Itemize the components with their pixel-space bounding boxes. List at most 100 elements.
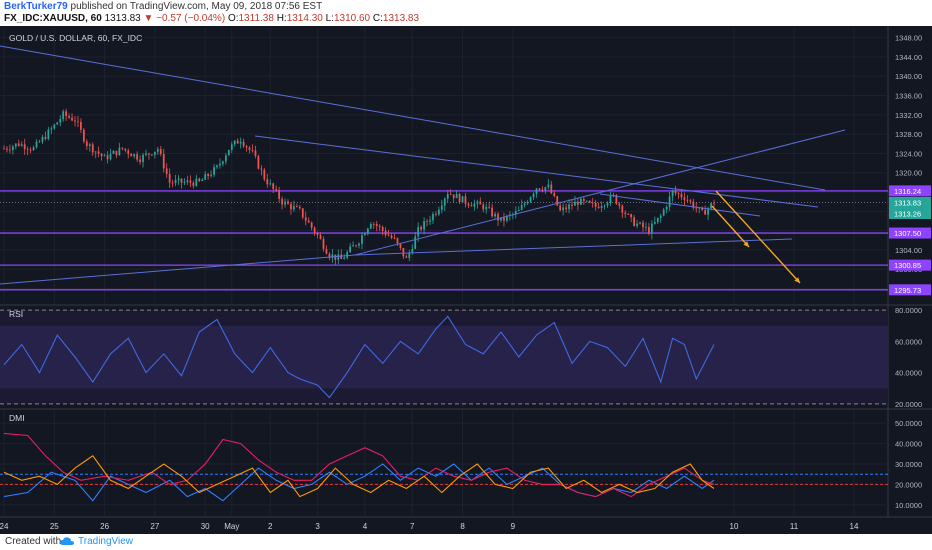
candle-body — [630, 214, 633, 218]
dmi-tick-label: 10.0000 — [895, 501, 922, 510]
candle-body — [517, 209, 520, 212]
candle-body — [414, 236, 417, 249]
candle-body — [500, 217, 502, 221]
candle-body — [633, 217, 636, 226]
x-tick-label: 30 — [201, 522, 210, 531]
tradingview-logo-icon — [60, 537, 74, 545]
y-tick-label: 1344.00 — [895, 53, 922, 62]
x-tick-label: May — [224, 522, 239, 531]
candle-body — [485, 206, 488, 210]
candle-body — [266, 179, 269, 185]
candle-body — [636, 223, 638, 226]
candle-body — [627, 214, 630, 215]
candle-body — [532, 193, 535, 198]
candle-body — [568, 204, 570, 210]
candle-body — [151, 154, 153, 156]
candle-body — [91, 144, 94, 153]
candle-body — [201, 179, 204, 182]
high-value: 1314.30 — [286, 13, 323, 24]
candle-body — [689, 200, 692, 202]
candle-body — [301, 208, 304, 218]
chart-title: GOLD / U.S. DOLLAR, 60, FX_IDC — [9, 33, 142, 43]
candle-body — [198, 178, 201, 182]
candle-body — [328, 253, 331, 258]
close-label: C: — [372, 13, 383, 24]
candle-body — [582, 198, 585, 202]
candle-body — [254, 150, 257, 157]
candle-body — [671, 190, 674, 197]
price-label: 1313.26 — [894, 210, 921, 219]
candle-body — [298, 206, 301, 209]
candle-body — [97, 151, 100, 154]
candle-body — [381, 226, 384, 231]
chart-area[interactable]: 2425262730May2347891011141296.001300.001… — [0, 26, 932, 534]
candle-body — [313, 227, 316, 233]
candle-body — [346, 252, 349, 258]
price-label: 1307.50 — [894, 229, 921, 238]
candle-body — [615, 194, 618, 204]
candle-body — [553, 193, 556, 197]
candle-body — [47, 129, 50, 139]
candle-body — [207, 174, 210, 177]
candle-body — [432, 213, 434, 221]
candle-body — [488, 206, 491, 208]
candle-body — [295, 206, 298, 207]
candle-body — [248, 147, 251, 150]
candle-body — [20, 144, 23, 146]
candle-body — [192, 182, 195, 186]
candle-body — [139, 159, 141, 163]
candle-body — [707, 208, 709, 215]
candle-body — [115, 150, 118, 156]
candle-body — [106, 155, 109, 160]
candle-body — [423, 221, 425, 230]
candle-body — [396, 238, 399, 244]
candle-body — [692, 201, 695, 208]
candle-body — [358, 243, 360, 246]
rsi-tick-label: 80.0000 — [895, 306, 922, 315]
candle-body — [168, 173, 171, 183]
candle-body — [322, 239, 325, 249]
candle-body — [402, 247, 405, 257]
author-link[interactable]: BerkTurker79 — [4, 1, 68, 12]
candle-body — [103, 155, 106, 157]
trendline — [0, 254, 356, 285]
candle-body — [594, 203, 597, 207]
candle-body — [156, 149, 159, 152]
publish-line: BerkTurker79 published on TradingView.co… — [4, 1, 322, 13]
candle-body — [272, 183, 275, 189]
candle-body — [562, 207, 565, 211]
candle-body — [216, 165, 218, 168]
y-tick-label: 1320.00 — [895, 169, 922, 178]
high-label: H: — [276, 13, 287, 24]
candle-body — [680, 193, 683, 198]
price-scale — [888, 26, 932, 534]
tradingview-brand[interactable]: TradingView — [78, 536, 134, 547]
candle-body — [136, 154, 139, 160]
candle-body — [50, 128, 53, 130]
candle-body — [53, 124, 56, 129]
created-with-text: Created with — [5, 536, 62, 547]
candle-body — [263, 169, 266, 180]
candle-body — [435, 213, 437, 215]
dmi-tick-label: 50.0000 — [895, 419, 922, 428]
candle-body — [529, 197, 532, 202]
candle-body — [233, 140, 236, 145]
candle-body — [77, 121, 79, 123]
candle-body — [319, 234, 322, 240]
candle-body — [230, 144, 233, 150]
chart-svg[interactable]: 2425262730May2347891011141296.001300.001… — [0, 26, 932, 534]
forecast-arrow — [715, 190, 801, 284]
candle-body — [588, 200, 591, 203]
candle-body — [399, 243, 402, 248]
candle-body — [293, 206, 295, 210]
candle-body — [440, 205, 443, 210]
candle-body — [677, 193, 680, 195]
candle-body — [17, 143, 20, 146]
trendline — [354, 129, 846, 256]
forecast-arrowhead — [743, 241, 749, 247]
candle-body — [59, 119, 62, 123]
candle-body — [213, 167, 215, 175]
candle-body — [526, 201, 529, 204]
candle-body — [269, 183, 272, 185]
trendline — [254, 135, 819, 208]
